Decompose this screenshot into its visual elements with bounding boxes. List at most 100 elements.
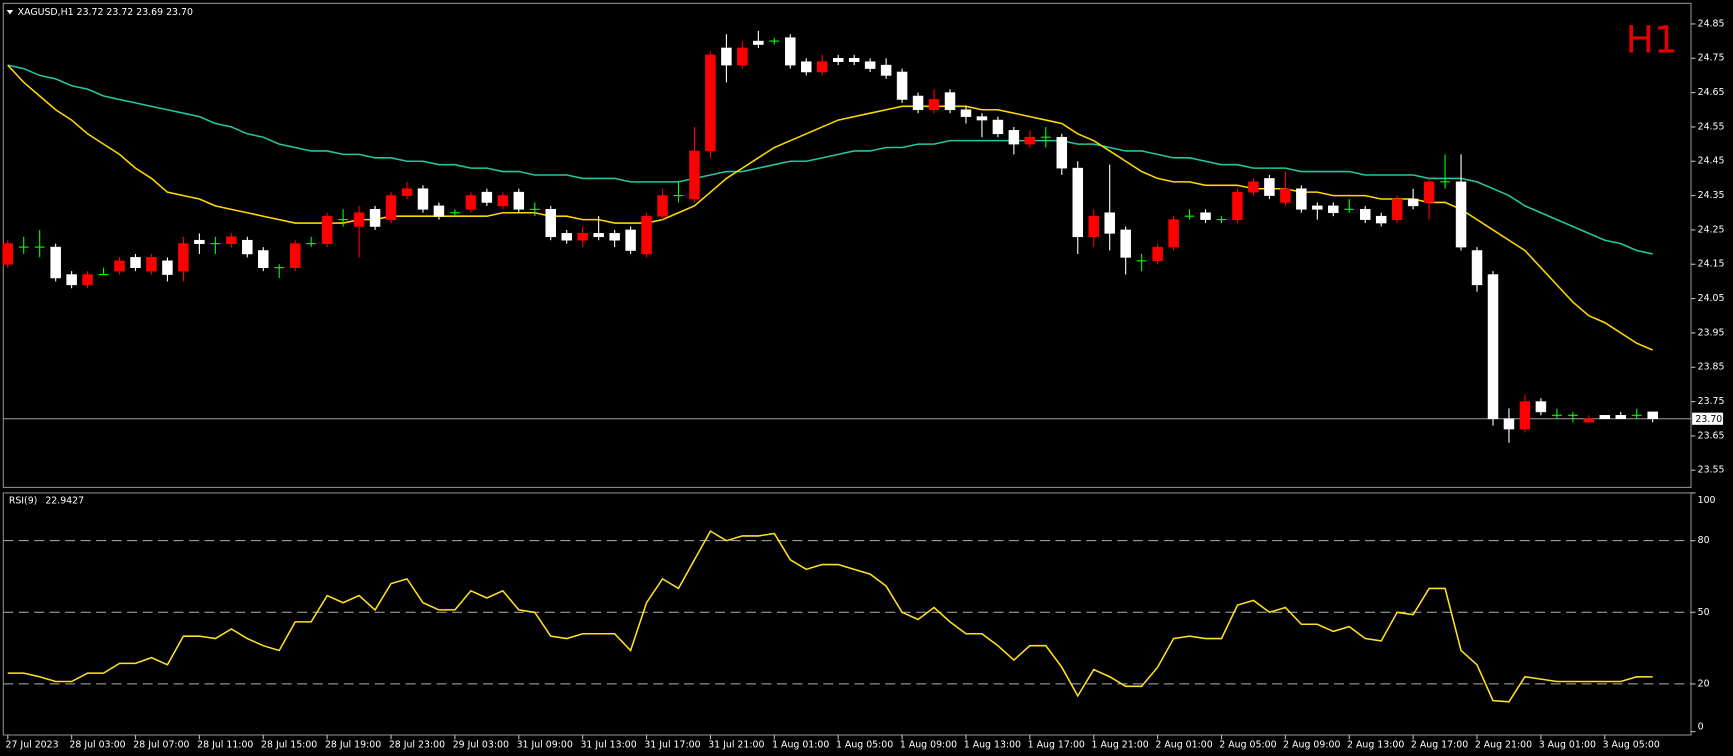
candle-body (1471, 250, 1483, 286)
x-tick-label: 1 Aug 21:00 (1092, 739, 1149, 750)
candle-body (848, 57, 860, 62)
candle-body (944, 92, 956, 111)
candle-body (577, 233, 588, 241)
x-tick-label: 2 Aug 21:00 (1475, 739, 1532, 750)
candle-body (50, 246, 61, 279)
moving-average-line (7, 64, 1653, 255)
candle-body (561, 233, 572, 241)
candle-body (2, 243, 13, 265)
chart-title: XAGUSD,H1 23.72 23.72 23.69 23.70 (18, 7, 193, 18)
y-tick-label: 23.75 (1698, 396, 1725, 407)
candle-body (146, 257, 157, 272)
candle-body (242, 239, 253, 255)
candle-body (353, 212, 365, 227)
candle-body (801, 61, 812, 73)
last-price-tag (1692, 412, 1724, 425)
candle-body (1056, 136, 1068, 169)
candle-body (481, 191, 493, 203)
candle-body (1519, 401, 1531, 430)
y-tick-label: 23.65 (1698, 430, 1725, 441)
candle-body (1487, 274, 1499, 420)
candle-body (880, 64, 892, 76)
x-tick-label: 28 Jul 11:00 (197, 739, 253, 750)
candle-body (321, 215, 333, 244)
candle-body (1088, 215, 1099, 238)
candle-body (992, 119, 1004, 135)
x-tick-label: 31 Jul 17:00 (644, 739, 700, 750)
x-tick-label: 31 Jul 13:00 (580, 739, 636, 750)
candle-body (1535, 401, 1547, 413)
candle-body (226, 236, 237, 244)
x-tick-label: 3 Aug 01:00 (1539, 739, 1596, 750)
candle-body (1599, 415, 1611, 420)
candle-body (401, 188, 413, 196)
x-tick-label: 2 Aug 13:00 (1347, 739, 1404, 750)
candle-body (545, 209, 556, 238)
candle-body (289, 243, 301, 268)
candle-body (641, 215, 652, 255)
candle-body (369, 209, 381, 227)
x-tick-label: 1 Aug 17:00 (1028, 739, 1085, 750)
candle-body (1503, 418, 1515, 430)
y-tick-label: 23.85 (1698, 362, 1725, 373)
collapse-icon (6, 9, 14, 15)
timeframe-badge: H1 (1626, 18, 1678, 62)
x-tick-label: 1 Aug 09:00 (900, 739, 957, 750)
candle-body (832, 57, 844, 62)
candle-body (1328, 205, 1339, 214)
candle-body (625, 229, 636, 251)
y-tick-label: 24.25 (1698, 224, 1725, 235)
y-tick-label: 24.75 (1698, 53, 1725, 64)
candle-body (705, 54, 716, 152)
candle-body (1647, 411, 1658, 420)
candle-body (1008, 130, 1020, 145)
candle-body (1391, 198, 1403, 220)
candle-body (1359, 209, 1371, 220)
candle-body (657, 195, 668, 217)
candle-body (1248, 181, 1259, 193)
candle-body (1024, 136, 1036, 145)
candle-body (609, 233, 620, 241)
candle-body (194, 239, 205, 244)
y-tick-label: 24.05 (1698, 293, 1725, 304)
candle-body (896, 71, 908, 100)
candle-body (721, 47, 732, 66)
x-tick-label: 29 Jul 03:00 (453, 739, 509, 750)
candle-body (1104, 212, 1115, 234)
candle-body (465, 195, 477, 210)
y-tick-label: 24.65 (1698, 87, 1725, 98)
rsi-line (7, 530, 1653, 703)
last-price-label: 23.70 (1695, 414, 1722, 425)
x-tick-label: 31 Jul 21:00 (708, 739, 764, 750)
x-tick-label: 1 Aug 01:00 (772, 739, 829, 750)
candle-body (497, 195, 509, 207)
y-tick-label: 23.95 (1698, 327, 1725, 338)
x-tick-label: 28 Jul 15:00 (261, 739, 317, 750)
candle-body (1375, 215, 1387, 224)
candle-body (1296, 188, 1307, 210)
candle-body (737, 47, 748, 66)
candle-body (1152, 246, 1163, 262)
candle-body (1615, 415, 1627, 420)
candle-body (130, 257, 141, 268)
x-tick-label: 3 Aug 05:00 (1603, 739, 1660, 750)
candle-body (178, 243, 189, 272)
x-tick-label: 1 Aug 13:00 (964, 739, 1021, 750)
y-tick-label: 24.55 (1698, 121, 1725, 132)
candle-body (1120, 229, 1131, 258)
candle-body (753, 40, 764, 45)
x-tick-label: 31 Jul 09:00 (517, 739, 573, 750)
rsi-current-value: 22.9427 (45, 496, 84, 507)
y-tick-label: 23.55 (1698, 465, 1725, 476)
candle-body (864, 61, 876, 69)
y-tick-label: 50 (1698, 607, 1710, 618)
candle-body (1168, 219, 1179, 248)
moving-average-line (7, 64, 1654, 351)
x-tick-label: 2 Aug 09:00 (1283, 739, 1340, 750)
candle-body (689, 150, 700, 200)
candle-body (433, 205, 445, 217)
y-tick-label: 80 (1698, 535, 1710, 546)
rsi-title: RSI(9) (9, 496, 38, 507)
candle-body (816, 61, 828, 73)
